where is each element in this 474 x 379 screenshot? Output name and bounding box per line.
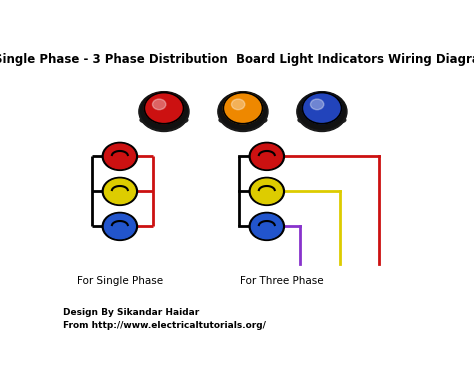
- Circle shape: [104, 214, 135, 239]
- Text: Design By Sikandar Haidar: Design By Sikandar Haidar: [63, 308, 199, 317]
- Circle shape: [302, 92, 341, 124]
- Circle shape: [223, 92, 263, 124]
- Text: Single Phase - 3 Phase Distribution  Board Light Indicators Wiring Diagram: Single Phase - 3 Phase Distribution Boar…: [0, 53, 474, 66]
- Circle shape: [219, 92, 266, 129]
- Circle shape: [249, 177, 284, 205]
- Circle shape: [249, 143, 284, 171]
- Circle shape: [153, 99, 166, 110]
- Circle shape: [251, 179, 282, 204]
- Circle shape: [102, 212, 137, 240]
- Circle shape: [297, 92, 347, 132]
- Text: For Single Phase: For Single Phase: [77, 276, 163, 286]
- Circle shape: [249, 212, 284, 240]
- Text: From http://www.electricaltutorials.org/: From http://www.electricaltutorials.org/: [63, 321, 266, 330]
- Ellipse shape: [140, 115, 188, 125]
- Circle shape: [231, 99, 245, 110]
- Circle shape: [102, 177, 137, 205]
- Circle shape: [139, 92, 189, 132]
- Ellipse shape: [298, 115, 346, 125]
- Circle shape: [104, 179, 135, 204]
- Circle shape: [141, 92, 187, 129]
- Circle shape: [251, 144, 282, 169]
- Text: For Three Phase: For Three Phase: [240, 276, 323, 286]
- Circle shape: [218, 92, 268, 132]
- Circle shape: [299, 92, 345, 129]
- Circle shape: [102, 143, 137, 171]
- Ellipse shape: [219, 115, 267, 125]
- Circle shape: [310, 99, 324, 110]
- Circle shape: [145, 92, 183, 124]
- Circle shape: [104, 144, 135, 169]
- Circle shape: [251, 214, 282, 239]
